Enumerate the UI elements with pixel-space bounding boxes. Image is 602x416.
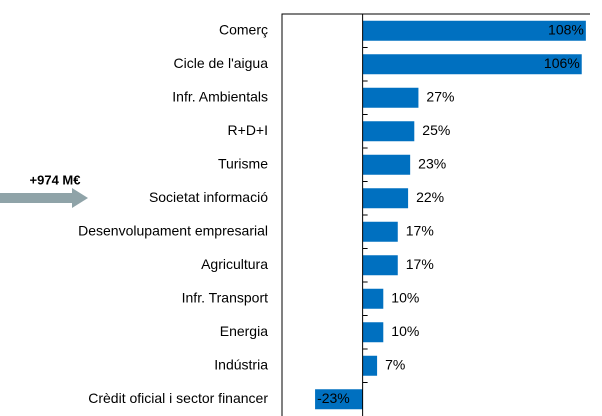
- bar: [362, 288, 384, 309]
- value-label: 108%: [548, 21, 584, 37]
- bar: [362, 188, 409, 209]
- bar: [362, 154, 411, 175]
- bar: [362, 121, 415, 142]
- bar: [315, 389, 363, 410]
- bar: [362, 322, 384, 343]
- bar: [362, 87, 419, 108]
- plot-frame: [281, 13, 590, 416]
- category-label: Agricultura: [201, 256, 268, 272]
- value-label: 10%: [391, 323, 419, 339]
- value-label: 106%: [544, 55, 580, 71]
- value-label: 17%: [406, 256, 434, 272]
- value-label: 23%: [418, 155, 446, 171]
- category-label: Turisme: [218, 155, 268, 171]
- category-label: Infr. Transport: [182, 289, 268, 305]
- bar: [362, 20, 586, 41]
- value-label: 17%: [406, 222, 434, 238]
- category-label: Societat informació: [149, 189, 268, 205]
- category-label: Comerç: [219, 21, 268, 37]
- bar: [362, 355, 378, 376]
- category-label: R+D+I: [228, 122, 268, 138]
- bar: [362, 221, 398, 242]
- value-label: 25%: [422, 122, 450, 138]
- category-label: Energia: [220, 323, 268, 339]
- annotation-arrow: [0, 188, 88, 208]
- category-label: Crèdit oficial i sector financer: [88, 390, 268, 406]
- category-label: Indústria: [214, 356, 268, 372]
- annotation: +974 M€: [30, 172, 81, 187]
- value-label: -23%: [317, 390, 350, 406]
- category-label: Cicle de l'aigua: [173, 55, 268, 71]
- bar: [362, 54, 582, 75]
- bar: [362, 255, 398, 276]
- value-label: 27%: [426, 88, 454, 104]
- value-label: 22%: [416, 189, 444, 205]
- category-label: Infr. Ambientals: [172, 88, 268, 104]
- value-label: 7%: [385, 356, 405, 372]
- value-label: 10%: [391, 289, 419, 305]
- category-label: Desenvolupament empresarial: [78, 222, 268, 238]
